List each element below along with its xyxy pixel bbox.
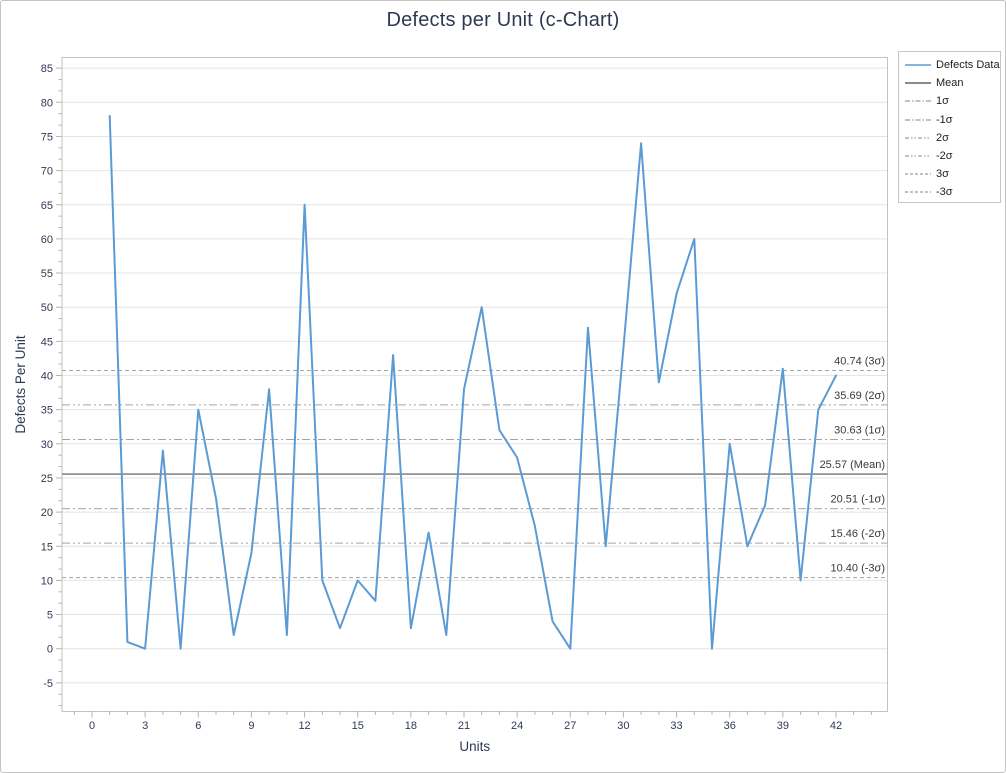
legend-item-label: 3σ [936,168,949,181]
y-tick-label: 20 [41,507,53,519]
y-tick-label: 35 [41,405,53,417]
legend-item: -1σ [905,111,1000,129]
y-tick-label: 65 [41,200,53,212]
legend-item-label: 1σ [936,95,949,108]
legend-line-marker [905,100,931,103]
legend-item: 3σ [905,165,1000,183]
legend-item-label: -1σ [936,113,953,126]
legend-item: -2σ [905,147,1000,165]
legend-line-marker [905,82,931,85]
y-tick-label: 70 [41,166,53,178]
legend-item: -3σ [905,183,1000,201]
legend-line-marker [905,137,931,139]
control-label-Mean: 25.57 (Mean) [820,459,885,471]
y-tick-label: 75 [41,131,53,143]
y-axis-title: Defects Per Unit [13,335,28,434]
y-tick-label: 15 [41,541,53,553]
legend-item-label: -2σ [936,150,953,163]
control-label--3σ: 10.40 (-3σ) [831,563,885,575]
legend-item-label: Defects Data [936,59,1000,72]
legend-item: 2σ [905,129,1000,147]
legend-line-marker [905,173,931,175]
x-tick-label: 15 [352,720,364,732]
x-tick-label: 0 [89,720,95,732]
control-label--2σ: 15.46 (-2σ) [831,528,885,540]
y-tick-label: 0 [47,644,53,656]
x-tick-label: 42 [830,720,842,732]
x-tick-label: 12 [298,720,310,732]
x-tick-label: 18 [405,720,417,732]
legend-line-marker [905,155,931,157]
y-tick-label: 80 [41,97,53,109]
x-tick-label: 33 [670,720,682,732]
legend-item: Mean [905,74,1000,92]
legend-line-marker [905,191,931,194]
chart-title: Defects per Unit (c-Chart) [386,9,620,31]
x-tick-label: 27 [564,720,576,732]
legend-line-marker [905,119,931,121]
y-tick-label: 10 [41,575,53,587]
y-tick-label: 30 [41,439,53,451]
y-tick-label: -5 [43,678,53,690]
x-tick-label: 24 [511,720,523,732]
control-label--1σ: 20.51 (-1σ) [831,494,885,506]
x-tick-label: 30 [617,720,629,732]
y-tick-label: 45 [41,336,53,348]
y-tick-label: 5 [47,610,53,622]
x-tick-label: 36 [724,720,736,732]
legend-item: Defects Data [905,56,1000,74]
legend-line-marker [905,64,931,66]
control-label-3σ: 40.74 (3σ) [834,355,885,367]
x-tick-label: 21 [458,720,470,732]
y-tick-label: 50 [41,302,53,314]
legend-item-label: -3σ [936,186,953,199]
y-tick-label: 60 [41,234,53,246]
legend-item: 1σ [905,92,1000,110]
x-tick-label: 3 [142,720,148,732]
y-tick-label: 85 [41,63,53,75]
x-tick-label: 39 [777,720,789,732]
y-tick-label: 55 [41,268,53,280]
control-label-1σ: 30.63 (1σ) [834,424,885,436]
y-tick-label: 40 [41,371,53,383]
plot-border [61,57,888,712]
legend-item-label: Mean [936,77,964,90]
x-tick-label: 6 [195,720,201,732]
legend: Defects Data Mean 1σ -1σ 2σ -2σ 3σ -3σ [898,51,1001,203]
legend-item-label: 2σ [936,131,949,144]
y-tick-label: 25 [41,473,53,485]
control-label-2σ: 35.69 (2σ) [834,390,885,402]
series-line-defects-data [108,115,837,650]
x-tick-label: 9 [248,720,254,732]
x-axis-title: Units [459,739,490,754]
